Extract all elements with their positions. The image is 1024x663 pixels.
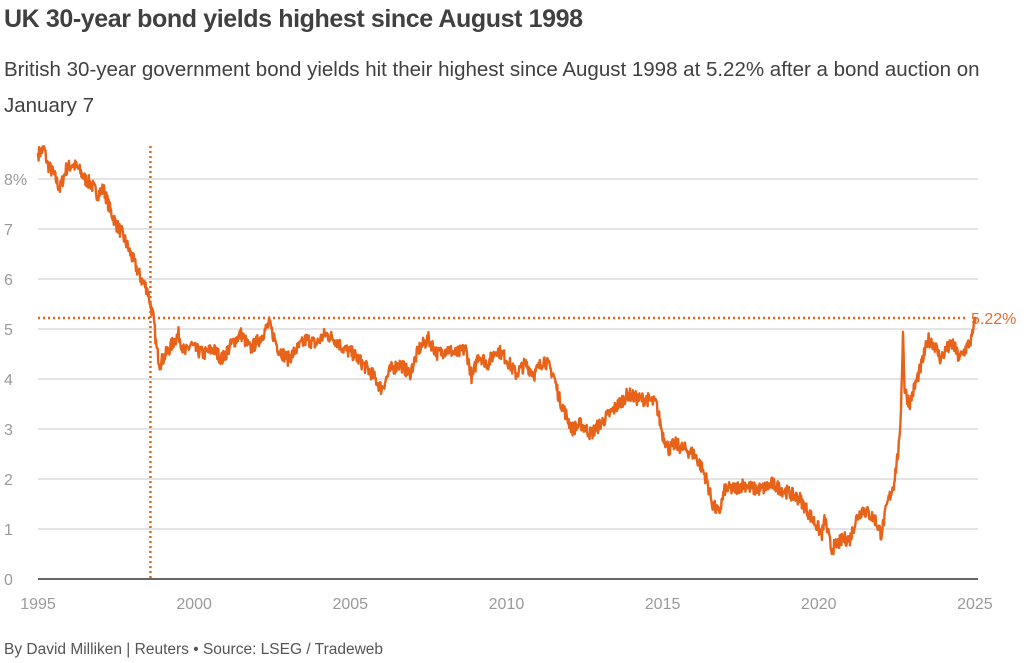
x-tick-label: 2020	[801, 596, 837, 613]
y-tick-label: 2	[4, 472, 13, 489]
chart-title: UK 30-year bond yields highest since Aug…	[4, 5, 583, 33]
y-tick-label: 5	[4, 322, 13, 339]
reference-lines	[38, 146, 968, 579]
x-axis-ticks: 1995 2000 2005 2010 2015 2020 2025	[20, 596, 993, 613]
x-tick-label: 2010	[489, 596, 525, 613]
source-credit: By David Milliken | Reuters • Source: LS…	[4, 641, 384, 658]
y-tick-label: 1	[4, 522, 13, 539]
x-tick-label: 2025	[957, 596, 993, 613]
y-tick-label: 7	[4, 222, 13, 239]
y-tick-label: 0	[4, 572, 13, 589]
y-tick-label: 3	[4, 422, 13, 439]
yield-series-line	[36, 145, 977, 556]
x-tick-label: 2005	[332, 596, 368, 613]
reference-value-label: 5.22%	[971, 311, 1016, 328]
series-layer	[36, 145, 977, 556]
chart-subtitle: British 30-year government bond yields h…	[4, 58, 980, 117]
x-tick-label: 1995	[20, 596, 56, 613]
y-tick-label: 6	[4, 272, 13, 289]
y-tick-label: 8%	[4, 172, 27, 189]
gridlines	[38, 178, 978, 580]
y-tick-label: 4	[4, 372, 13, 389]
y-axis-ticks: 0 1 2 3 4 5 6 7 8%	[4, 172, 27, 589]
x-tick-label: 2015	[645, 596, 681, 613]
x-tick-label: 2000	[176, 596, 212, 613]
annotations: 5.22%	[971, 311, 1016, 328]
